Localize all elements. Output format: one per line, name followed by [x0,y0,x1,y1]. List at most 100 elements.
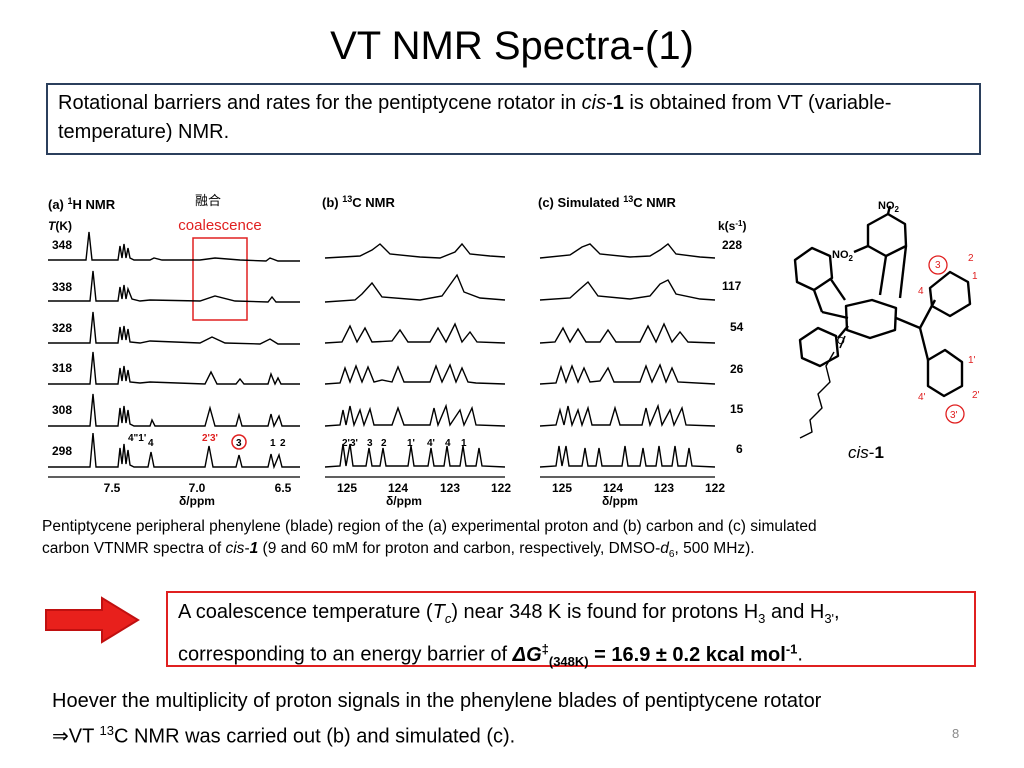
atom-label-3p: 3' [950,410,958,421]
tick-b-125: 125 [337,481,357,495]
peak-label-b-2: 2 [381,438,387,449]
temp-label-338: 338 [52,280,72,294]
axis-c-label: δ/ppm [602,494,638,508]
peak-label-b-4: 4 [445,438,451,449]
temp-label-298: 298 [52,444,72,458]
bottom-line-2: ⇒VT 13C NMR was carried out (b) and simu… [52,723,516,748]
panel-a-title: (a) 1H NMR [48,196,116,212]
spectrum-b-298 [324,443,506,468]
right-arrow-icon [45,596,140,644]
spectrum-b-308 [324,403,506,428]
atom-3-highlight-circle [928,255,948,275]
peak-label-a-3: 3 [236,438,242,449]
peak-label-a-23: 2'3' [202,433,218,444]
tick-c-123: 123 [654,481,674,495]
temp-label-308: 308 [52,403,72,417]
panel-c-title: (c) Simulated 13C NMR [538,194,676,210]
intro-compound: 1 [612,92,624,114]
temp-label-348: 348 [52,238,72,252]
tick-c-125: 125 [552,481,572,495]
spectrum-b-318 [324,363,506,385]
atom-label-2: 2 [968,253,974,264]
intro-text-2: is obtained from VT (variable-temperatur… [58,92,892,143]
rate-column-header: k(s-1) [718,219,746,233]
spectrum-a-338 [48,270,300,303]
axis-a-label: δ/ppm [179,494,215,508]
nmr-figure: (a) 1H NMR T(K) 融合 coalescence (b) 13C N… [48,193,980,508]
rate-label-6: 6 [736,442,743,456]
peak-label-b-23: 2'3' [342,438,358,449]
peak-label-b-3: 3 [367,438,373,449]
intro-dash: - [606,92,613,114]
temp-label-328: 328 [52,321,72,335]
tick-b-122: 122 [491,481,511,495]
caption-line-2: carbon VTNMR spectra of cis-1 (9 and 60 … [42,540,755,561]
spectrum-c-15 [539,403,716,428]
tick-c-122: 122 [705,481,725,495]
rate-label-117: 117 [722,279,742,293]
atom-label-1: 1 [972,271,978,282]
peak-label-a-41: 4"1' [128,433,146,444]
atom-label-4p: 4' [918,392,926,403]
conclusion-box: A coalescence temperature (Tc) near 348 … [166,591,976,669]
spectrum-a-298 [48,432,300,470]
intro-text: Rotational barriers and rates for the pe… [58,92,582,114]
tick-a-75: 7.5 [104,481,121,495]
peak-3-highlight-circle [231,434,247,450]
bottom-text: Hoever the multiplicity of proton signal… [52,686,992,752]
spectrum-a-328 [48,311,300,345]
rate-label-26: 26 [730,362,744,376]
peak-label-a-2: 2 [280,438,286,449]
tick-b-124: 124 [388,481,408,495]
tick-a-70: 7.0 [189,481,206,495]
spectrum-c-54 [539,322,716,344]
rate-label-15: 15 [730,402,744,416]
atom-label-2p: 2' [972,390,980,401]
coalescence-label: coalescence [178,217,261,234]
bottom-line-1: Hoever the multiplicity of proton signal… [52,690,822,712]
slide-title: VT NMR Spectra-(1) [330,24,694,68]
spectrum-b-338 [324,273,506,303]
svg-text:O: O [837,336,845,347]
spectrum-a-308 [48,393,300,429]
tick-b-123: 123 [440,481,460,495]
rate-label-228: 228 [722,238,742,252]
conclusion-line-2: corresponding to an energy barrier of ΔG… [178,641,803,669]
spectrum-a-318 [48,351,300,386]
atom-3p-highlight-circle [945,404,965,424]
conclusion-line-1: A coalescence temperature (Tc) near 348 … [178,601,840,626]
energy-barrier-value: ΔG‡(348K) = 16.9 ± 0.2 kcal mol-1 [512,641,798,669]
tick-c-124: 124 [603,481,623,495]
spectrum-b-348 [324,242,506,259]
atom-label-3: 3 [935,260,941,271]
spectrum-a-348 [48,231,300,262]
coalescence-cjk-label: 融合 [195,193,221,208]
compound-label: cis-1 [848,443,884,462]
no2-top-label: NO2 [878,200,900,214]
intro-box: Rotational barriers and rates for the pe… [46,83,981,155]
cis-1-structure [793,205,972,439]
peak-label-b-4p: 4' [427,438,435,449]
page-number: 8 [952,726,960,741]
peak-label-a-4: 4 [148,438,154,449]
caption-line-1: Pentiptycene peripheral phenylene (blade… [42,518,817,535]
coalescence-highlight-box [192,237,248,321]
peak-label-a-1: 1 [270,438,276,449]
temp-label-318: 318 [52,361,72,375]
no2-mid-label: NO2 [832,249,854,263]
temperature-column-header: T(K) [48,219,72,233]
rate-label-54: 54 [730,320,744,334]
peak-label-b-1: 1 [461,438,467,449]
intro-cis: cis [581,92,607,114]
tick-a-65: 6.5 [275,481,292,495]
atom-label-1p: 1' [968,355,976,366]
figure-caption: Pentiptycene peripheral phenylene (blade… [42,516,992,566]
panel-b-title: (b) 13C NMR [322,194,395,210]
spectrum-b-328 [324,322,506,344]
spectrum-c-117 [539,279,716,301]
spectrum-c-26 [539,363,716,385]
atom-label-4: 4 [918,286,924,297]
spectrum-c-228 [539,243,716,259]
spectrum-c-6 [539,445,716,468]
peak-label-b-1p: 1' [407,438,415,449]
